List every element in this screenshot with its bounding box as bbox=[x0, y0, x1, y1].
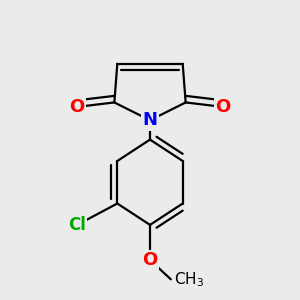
Text: N: N bbox=[142, 111, 158, 129]
Text: Cl: Cl bbox=[68, 216, 86, 234]
Text: CH$_3$: CH$_3$ bbox=[174, 270, 204, 289]
Text: O: O bbox=[70, 98, 85, 116]
Text: O: O bbox=[215, 98, 230, 116]
Text: O: O bbox=[142, 251, 158, 269]
